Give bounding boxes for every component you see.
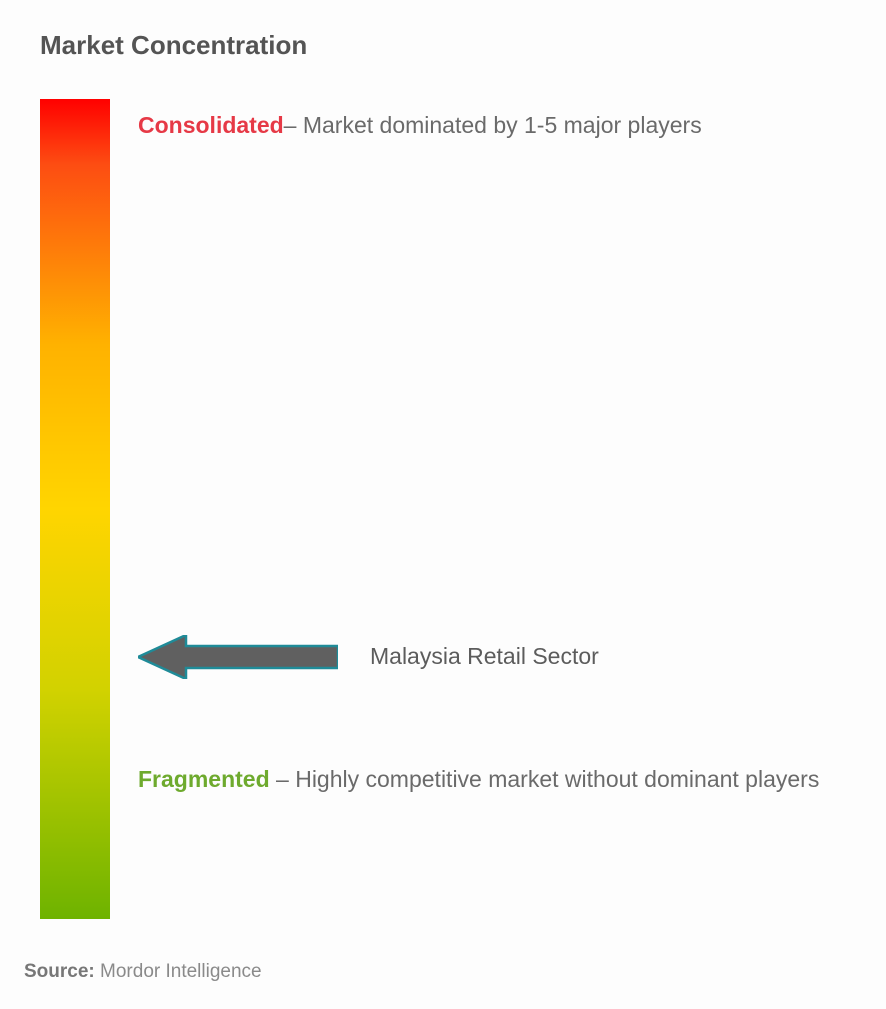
source-value: Mordor Intelligence <box>95 961 262 982</box>
page-title: Market Concentration <box>40 30 858 61</box>
fragmented-highlight: Fragmented <box>138 766 270 792</box>
concentration-gradient-bar <box>40 99 110 919</box>
market-marker: Malaysia Retail Sector <box>138 635 599 679</box>
concentration-diagram: Consolidated– Market dominated by 1-5 ma… <box>40 99 858 919</box>
source-line: Source: Mordor Intelligence <box>24 961 262 983</box>
consolidated-rest: – Market dominated by 1-5 major players <box>284 112 702 138</box>
fragmented-label: Fragmented – Highly competitive market w… <box>138 755 848 803</box>
labels-area: Consolidated– Market dominated by 1-5 ma… <box>138 99 858 919</box>
market-marker-label: Malaysia Retail Sector <box>370 643 599 670</box>
source-label: Source: <box>24 961 95 982</box>
consolidated-label: Consolidated– Market dominated by 1-5 ma… <box>138 101 848 149</box>
fragmented-rest: – Highly competitive market without domi… <box>270 766 820 792</box>
consolidated-highlight: Consolidated <box>138 112 284 138</box>
arrow-left-icon <box>138 635 338 679</box>
